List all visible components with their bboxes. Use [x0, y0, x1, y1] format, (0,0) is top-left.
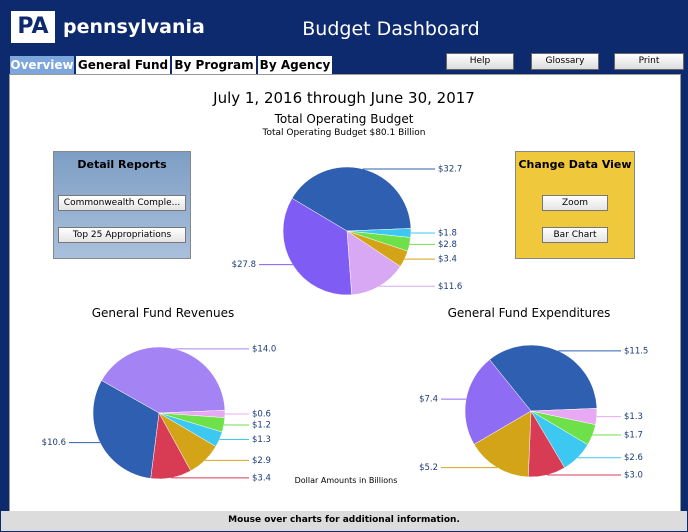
data-label: $1.7 — [624, 431, 643, 441]
pie-slice — [291, 166, 412, 232]
chart-title: Total Operating Budget — [274, 112, 414, 126]
chart-subtitle: Total Operating Budget $80.1 Billion — [262, 128, 426, 138]
data-label: $5.2 — [419, 463, 438, 473]
view-button[interactable]: Bar Chart — [542, 227, 608, 243]
footer: Mouse over charts for additional informa… — [1, 511, 687, 531]
data-label: $3.4 — [252, 473, 271, 483]
view-button[interactable]: Zoom — [542, 195, 608, 211]
logo: PA — [11, 11, 55, 43]
data-label: $2.8 — [438, 240, 457, 250]
pie-slice — [282, 197, 352, 296]
period: July 1, 2016 through June 30, 2017 — [213, 89, 475, 107]
report-button[interactable]: Commonwealth Comple... — [58, 195, 186, 211]
help-button[interactable]: Help — [446, 53, 514, 70]
data-label: $1.8 — [438, 228, 457, 238]
units-note: Dollar Amounts in Billions — [294, 476, 398, 485]
box-title: Change Data View — [518, 158, 632, 171]
page-title: Budget Dashboard — [302, 18, 480, 40]
glossary-button[interactable]: Glossary — [531, 53, 599, 70]
brand: pennsylvania — [63, 16, 205, 38]
detail-reports: Detail Reports Commonwealth Comple... To… — [53, 151, 191, 259]
data-label: $1.3 — [252, 435, 271, 445]
data-label: $32.7 — [438, 164, 462, 174]
pie-slice — [346, 230, 401, 296]
data-label: $11.5 — [624, 346, 648, 356]
tab[interactable]: Overview — [9, 55, 75, 75]
pie-layer: $32.7 $1.8 $2.8 $3.4 $11.6 $27.8 $14.0 $0.6$1.2… — [42, 164, 649, 483]
tab[interactable]: By Agency — [257, 55, 333, 75]
box-title: Detail Reports — [77, 158, 167, 171]
chart-title: General Fund Revenues — [91, 306, 235, 320]
data-label: $27.8 — [232, 260, 256, 270]
data-label: $11.6 — [438, 282, 462, 292]
data-label: $10.6 — [42, 438, 66, 448]
data-label: $1.3 — [624, 412, 643, 422]
data-label: $14.0 — [252, 344, 276, 354]
report-button[interactable]: Top 25 Appropriations — [58, 227, 186, 243]
data-label: $7.4 — [419, 395, 438, 405]
data-label: $3.0 — [624, 471, 643, 481]
chart-title: General Fund Expenditures — [447, 306, 611, 320]
data-label: $0.6 — [252, 410, 271, 420]
pie-slice — [464, 359, 532, 445]
data-label: $1.2 — [252, 421, 271, 431]
data-label: $2.6 — [624, 453, 643, 463]
pie-slice — [473, 410, 532, 478]
print-button[interactable]: Print — [614, 53, 684, 70]
data-label: $3.4 — [438, 255, 457, 265]
data-label: $2.9 — [252, 456, 271, 466]
change-data-view: Change Data View Zoom Bar Chart — [515, 151, 635, 259]
